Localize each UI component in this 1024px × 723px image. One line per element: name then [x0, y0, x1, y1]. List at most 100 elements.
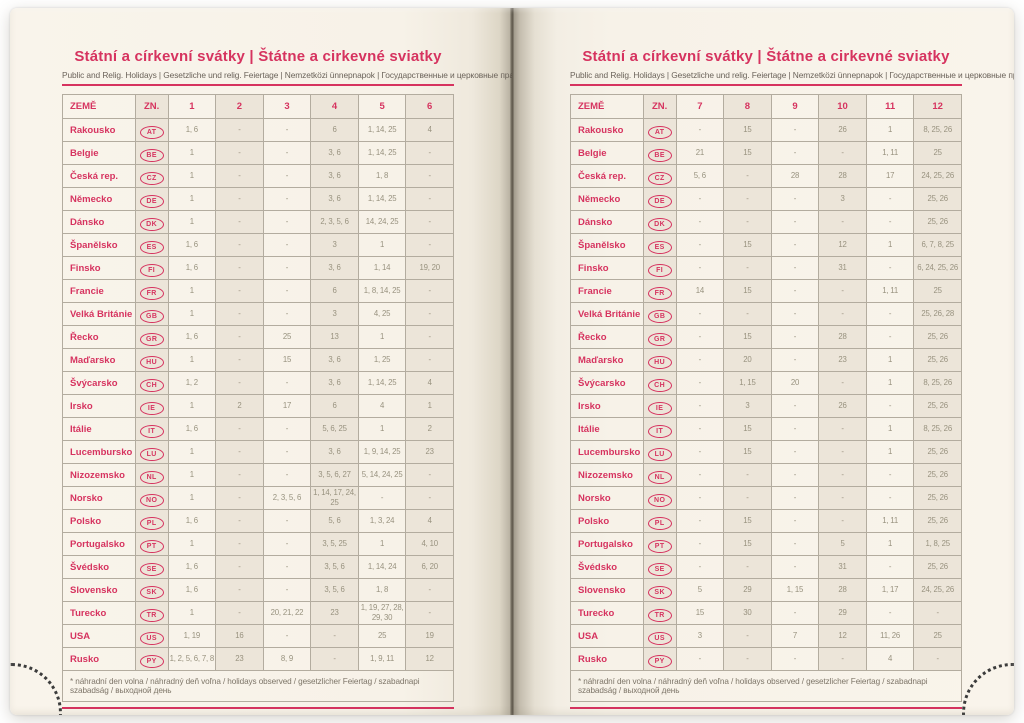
country-name: Rusko — [62, 647, 136, 671]
holiday-days-cell: 1 — [167, 486, 217, 510]
holiday-days-cell: - — [723, 647, 772, 671]
holiday-days-cell: - — [675, 417, 725, 441]
country-code-cell: PL — [134, 509, 169, 533]
country-name: Itálie — [62, 417, 136, 441]
country-code-badge: GB — [139, 310, 164, 323]
country-code-badge: LU — [647, 448, 672, 461]
column-header: ZN. — [642, 94, 677, 119]
holiday-days-cell: - — [675, 118, 725, 142]
column-header: 2 — [215, 94, 264, 119]
country-code-badge: CH — [139, 379, 164, 392]
holiday-days-cell: 12 — [818, 624, 867, 648]
holiday-days-cell: - — [675, 555, 725, 579]
holiday-days-cell: 3 — [675, 624, 725, 648]
holiday-days-cell: 1 — [405, 394, 454, 418]
column-header: 6 — [405, 94, 454, 119]
table-row: Belgie BE 1- -3, 6 1, 14, 25- — [62, 141, 454, 165]
country-code-badge: SE — [139, 563, 164, 576]
holiday-days-cell: 25, 26, 28 — [913, 302, 962, 326]
holiday-days-cell: 25, 26 — [913, 555, 962, 579]
country-code-cell: SE — [642, 555, 677, 579]
country-code-cell: ES — [134, 233, 169, 257]
holiday-days-cell: - — [865, 463, 915, 487]
holiday-days-cell: - — [770, 486, 820, 510]
holiday-days-cell: - — [405, 325, 454, 349]
country-code-badge: ES — [647, 241, 672, 254]
holiday-days-cell: 1, 19, 27, 28, 29, 30 — [357, 601, 407, 625]
country-name: Švédsko — [62, 555, 136, 579]
table-row: Dánsko DK 1- -2, 3, 5, 6 14, 24, 25- — [62, 210, 454, 234]
column-header: ZN. — [134, 94, 169, 119]
holiday-days-cell: 30 — [723, 601, 772, 625]
holiday-days-cell: - — [865, 302, 915, 326]
holiday-days-cell: - — [770, 463, 820, 487]
holiday-days-cell: 4 — [865, 647, 915, 671]
country-code-badge: US — [647, 632, 672, 645]
holiday-days-cell: - — [770, 302, 820, 326]
holiday-days-cell: - — [215, 164, 264, 188]
table-row: Švédsko SE - - -31-25, 26 — [570, 555, 962, 579]
holiday-days-cell: 1 — [865, 118, 915, 142]
holiday-days-cell: - — [405, 164, 454, 188]
holiday-days-cell: - — [770, 394, 820, 418]
holiday-days-cell: - — [262, 279, 312, 303]
holiday-days-cell: - — [865, 187, 915, 211]
footnote-text: * náhradní den volna / náhradný deň voľn… — [62, 670, 454, 702]
holiday-days-cell: - — [723, 555, 772, 579]
country-code-badge: FR — [139, 287, 164, 300]
country-code-cell: GB — [642, 302, 677, 326]
holiday-days-cell: 3, 6 — [310, 164, 359, 188]
country-code-cell: DK — [134, 210, 169, 234]
holiday-days-cell: 1 — [865, 440, 915, 464]
holiday-days-cell: - — [770, 555, 820, 579]
country-name: USA — [570, 624, 644, 648]
holiday-days-cell: - — [262, 187, 312, 211]
holiday-days-cell: - — [723, 624, 772, 648]
holiday-days-cell: 5, 6, 25 — [310, 417, 359, 441]
holiday-days-cell: 26 — [818, 394, 867, 418]
country-code-cell: AT — [642, 118, 677, 142]
page-left-content: Státní a církevní svátky | Štátne a cirk… — [62, 48, 540, 709]
country-code-cell: IT — [134, 417, 169, 441]
holiday-days-cell: - — [405, 210, 454, 234]
holiday-days-cell: - — [215, 486, 264, 510]
country-code-cell: BE — [642, 141, 677, 165]
holiday-days-cell: 23 — [405, 440, 454, 464]
country-name: Dánsko — [62, 210, 136, 234]
holiday-days-cell: - — [262, 118, 312, 142]
country-code-cell: GR — [134, 325, 169, 349]
page-subtitle: Public and Relig. Holidays | Gesetzliche… — [62, 70, 540, 80]
holiday-days-cell: - — [215, 210, 264, 234]
holiday-days-cell: 1 — [865, 371, 915, 395]
holiday-days-cell: 8, 25, 26 — [913, 417, 962, 441]
country-name: Turecko — [570, 601, 644, 625]
country-name: Finsko — [62, 256, 136, 280]
country-name: Turecko — [62, 601, 136, 625]
book-spine-fold — [510, 8, 514, 715]
country-code-badge: SE — [647, 563, 672, 576]
country-code-cell: SE — [134, 555, 169, 579]
holiday-days-cell: 23 — [215, 647, 264, 671]
country-code-badge: TR — [139, 609, 164, 622]
holiday-days-cell: 2 — [215, 394, 264, 418]
country-code-badge: PL — [139, 517, 164, 530]
holiday-days-cell: 1 — [167, 348, 217, 372]
country-name: Velká Británie — [570, 302, 644, 326]
holiday-days-cell: 25 — [913, 279, 962, 303]
holiday-days-cell: 3, 6 — [310, 256, 359, 280]
country-code-badge: DK — [647, 218, 672, 231]
holiday-days-cell: 1 — [167, 210, 217, 234]
holiday-days-cell: 25 — [913, 141, 962, 165]
title-divider — [62, 84, 454, 86]
table-row: Belgie BE 21 15- -1, 11 25 — [570, 141, 962, 165]
table-row: Itálie IT 1, 6- -5, 6, 25 1 2 — [62, 417, 454, 441]
table-row: Turecko TR 1-20, 21, 22 23 1, 19, 27, 28, 29… — [62, 601, 454, 625]
holiday-days-cell: - — [770, 256, 820, 280]
holiday-days-cell: - — [865, 325, 915, 349]
holiday-days-cell: 1 — [167, 463, 217, 487]
holiday-days-cell: 1, 14, 25 — [357, 141, 407, 165]
holiday-days-cell: 4, 10 — [405, 532, 454, 556]
holiday-days-cell: 4 — [405, 118, 454, 142]
country-code-cell: BE — [134, 141, 169, 165]
holiday-days-cell: 1, 9, 14, 25 — [357, 440, 407, 464]
